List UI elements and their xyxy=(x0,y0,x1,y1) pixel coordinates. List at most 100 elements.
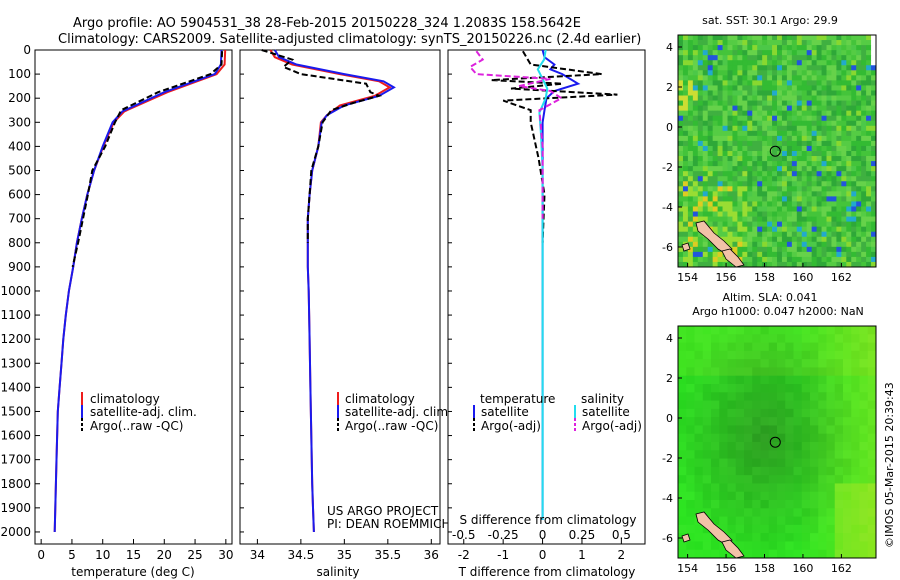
heatmap-cell xyxy=(851,50,857,56)
heatmap-cell xyxy=(735,508,745,517)
heatmap-cell xyxy=(826,156,832,162)
heatmap-cell xyxy=(692,55,699,61)
heatmap-cell xyxy=(777,201,783,207)
heatmap-cell xyxy=(678,211,684,217)
heatmap-cell xyxy=(856,115,862,122)
heatmap-cell xyxy=(702,442,712,451)
heatmap-cell xyxy=(786,256,793,263)
heatmap-cell xyxy=(871,140,877,147)
heatmap-cell xyxy=(767,211,773,217)
heatmap-cell xyxy=(694,326,704,335)
heatmap-cell xyxy=(826,191,832,197)
heatmap-cell xyxy=(694,367,704,377)
heatmap-cell xyxy=(806,85,813,91)
heatmap-cell xyxy=(694,475,704,484)
heatmap-cell xyxy=(682,151,689,157)
heatmap-cell xyxy=(692,261,699,268)
heatmap-cell xyxy=(712,65,718,71)
heatmap-cell xyxy=(747,35,753,41)
sla-map-panel: Altim. SLA: 0.041 Argo h1000: 0.047 h200… xyxy=(662,291,877,575)
heatmap-cell xyxy=(777,450,786,459)
heatmap-cell xyxy=(747,130,753,137)
heatmap-cell xyxy=(811,191,817,197)
heatmap-cell xyxy=(816,135,822,142)
heatmap-cell xyxy=(777,334,786,343)
heatmap-cell xyxy=(719,442,728,451)
lat-tick-label: -2 xyxy=(662,452,673,465)
heatmap-cell xyxy=(851,95,857,101)
heatmap-cell xyxy=(785,508,794,517)
heatmap-cell xyxy=(843,392,852,401)
heatmap-cell xyxy=(826,206,832,212)
heatmap-cell xyxy=(694,500,704,509)
heatmap-cell xyxy=(793,500,803,509)
heatmap-cell xyxy=(768,400,778,410)
heatmap-cell xyxy=(821,105,827,112)
heatmap-cell xyxy=(851,65,857,71)
heatmap-cell xyxy=(859,524,869,534)
heatmap-cell xyxy=(712,130,718,137)
heatmap-cell xyxy=(826,80,832,86)
heatmap-cell xyxy=(821,125,827,132)
heatmap-cell xyxy=(793,392,803,401)
heatmap-cell xyxy=(826,201,832,207)
sst-land xyxy=(681,220,745,268)
heatmap-cell xyxy=(717,115,723,122)
heatmap-cell xyxy=(757,231,763,238)
heatmap-cell xyxy=(719,433,728,443)
heatmap-cell xyxy=(841,256,847,263)
heatmap-cell xyxy=(697,171,704,177)
heatmap-cell xyxy=(786,221,793,228)
heatmap-cell xyxy=(796,186,803,192)
s-satellite-diff-line xyxy=(536,49,549,520)
heatmap-cell xyxy=(752,181,758,187)
heatmap-cell xyxy=(686,417,695,426)
heatmap-cell xyxy=(742,251,748,258)
heatmap-cell xyxy=(762,40,768,46)
heatmap-cell xyxy=(834,433,844,443)
heatmap-cell xyxy=(777,466,786,476)
heatmap-cell xyxy=(834,516,844,526)
heatmap-cell xyxy=(810,392,819,401)
heatmap-cell xyxy=(744,433,753,443)
heatmap-cell xyxy=(732,135,738,142)
heatmap-cell xyxy=(747,80,753,86)
heatmap-cell xyxy=(692,176,699,182)
heatmap-cell xyxy=(678,433,687,443)
lon-tick-label: 160 xyxy=(792,562,813,575)
heatmap-cell xyxy=(722,151,728,157)
heatmap-cell xyxy=(806,75,813,81)
heatmap-cell xyxy=(702,491,712,501)
heatmap-cell xyxy=(697,166,704,172)
heatmap-cell xyxy=(711,408,720,418)
heatmap-cell xyxy=(722,236,728,243)
heatmap-cell xyxy=(757,85,763,91)
heatmap-cell xyxy=(686,442,695,451)
heatmap-cell xyxy=(801,80,808,86)
heatmap-cell xyxy=(777,500,786,509)
heatmap-cell xyxy=(816,191,822,197)
lat-tick-label: -2 xyxy=(662,161,673,174)
heatmap-cell xyxy=(841,186,847,192)
heatmap-cell xyxy=(806,145,813,152)
heatmap-cell xyxy=(856,95,862,101)
heatmap-cell xyxy=(821,241,827,248)
s-diff-tick-label: 0 xyxy=(539,528,547,542)
heatmap-cell xyxy=(767,161,773,167)
heatmap-cell xyxy=(702,125,709,132)
heatmap-cell xyxy=(702,326,712,335)
heatmap-cell xyxy=(742,75,748,81)
heatmap-cell xyxy=(816,236,822,243)
heatmap-cell xyxy=(757,70,763,76)
heatmap-cell xyxy=(866,125,872,132)
heatmap-cell xyxy=(816,251,822,258)
heatmap-cell xyxy=(785,384,794,393)
heatmap-cell xyxy=(781,251,788,258)
heatmap-cell xyxy=(859,516,869,526)
heatmap-cell xyxy=(737,35,743,41)
heatmap-cell xyxy=(682,80,689,86)
heatmap-cell xyxy=(861,191,867,197)
heatmap-cell xyxy=(760,375,770,385)
heatmap-cell xyxy=(831,166,837,172)
heatmap-cell xyxy=(796,196,803,202)
